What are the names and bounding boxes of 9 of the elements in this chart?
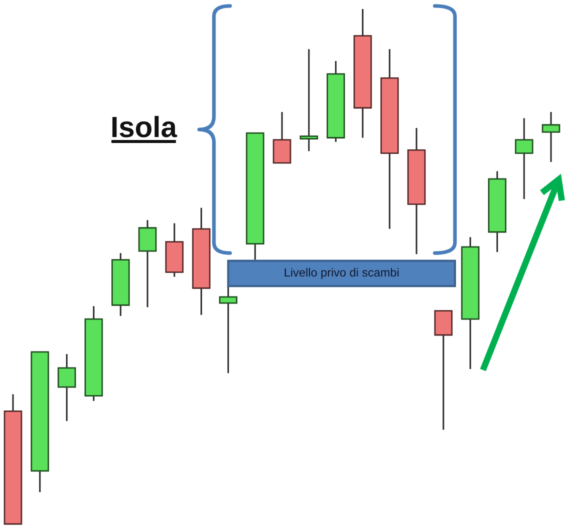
annotation: Isola — [112, 116, 178, 138]
candlestick — [58, 353, 76, 422]
band-label: Livello privo di scambi — [284, 268, 399, 279]
candlestick — [219, 285, 238, 374]
candlestick — [138, 219, 157, 308]
candlestick — [514, 117, 534, 200]
candlestick — [300, 48, 318, 152]
candlestick — [542, 111, 560, 163]
candlestick — [272, 111, 292, 164]
